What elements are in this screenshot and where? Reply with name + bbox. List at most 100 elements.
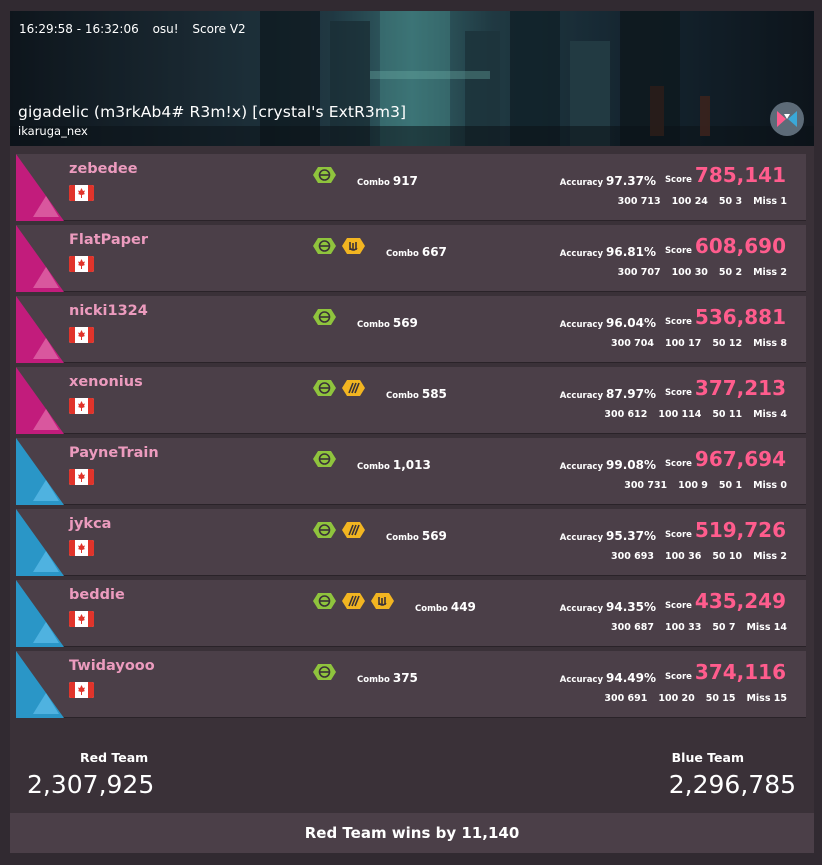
player-name: PayneTrain [69, 445, 159, 461]
score-label: Score [664, 317, 692, 327]
red-team-score: 2,307,925 [27, 770, 155, 799]
team-totals: Red Team 2,307,925 Blue Team 2,296,785 [10, 746, 814, 806]
hit-100: 100 30 [671, 267, 708, 278]
hit-300: 300 612 [604, 409, 648, 420]
canada-flag-icon [69, 682, 94, 698]
hit-50: 50 3 [718, 196, 743, 207]
hit-miss: Miss 1 [753, 196, 787, 207]
hidden-icon [312, 237, 337, 255]
accuracy-number: 96.81% [606, 245, 656, 259]
hit-counts: 300 693 100 36 50 10 Miss 2 [611, 551, 787, 562]
beatmap-mapper: ikaruga_nex [18, 124, 88, 138]
score-label: Score [664, 530, 692, 540]
player-name: xenonius [69, 374, 143, 390]
accuracy-value: Accuracy 87.97% [560, 387, 656, 401]
hit-100: 100 9 [678, 480, 708, 491]
combo-value: Combo 1,013 [357, 458, 431, 472]
hit-miss: Miss 8 [753, 338, 787, 349]
hit-miss: Miss 0 [753, 480, 787, 491]
score-number: 608,690 [694, 234, 786, 258]
hit-50: 50 1 [718, 480, 743, 491]
team-color-marker [16, 296, 64, 363]
mod-list [312, 450, 337, 468]
score-value: Score 435,249 [665, 589, 786, 613]
hardrock-icon [370, 592, 395, 610]
accuracy-label: Accuracy [559, 462, 604, 472]
score-number: 435,249 [694, 589, 786, 613]
hit-300: 300 707 [617, 267, 661, 278]
accuracy-number: 87.97% [606, 387, 656, 401]
canada-flag-icon [69, 185, 94, 201]
doubletime-icon [341, 521, 366, 539]
hit-miss: Miss 2 [753, 551, 787, 562]
hit-100: 100 24 [671, 196, 708, 207]
hit-100: 100 36 [664, 551, 702, 562]
accuracy-number: 94.35% [606, 600, 656, 614]
score-number: 967,694 [694, 447, 786, 471]
canada-flag-icon [69, 469, 94, 485]
accuracy-label: Accuracy [559, 320, 604, 330]
player-name: nicki1324 [69, 303, 148, 319]
hit-50: 50 12 [712, 338, 743, 349]
blue-team-score: 2,296,785 [668, 770, 796, 799]
team-color-marker [16, 225, 64, 292]
hit-300: 300 731 [624, 480, 668, 491]
hit-counts: 300 713 100 24 50 3 Miss 1 [618, 196, 787, 207]
player-row: Twidayooo Combo 375 Accuracy 94.49% Score 374,… [16, 651, 806, 718]
combo-number: 917 [392, 174, 418, 188]
score-value: Score 519,726 [665, 518, 786, 542]
player-name: beddie [69, 587, 125, 603]
match-meta: 16:29:58 - 16:32:06 osu! Score V2 [19, 22, 256, 36]
player-row: nicki1324 Combo 569 Accuracy 96.04% Score 536,… [16, 296, 806, 363]
combo-number: 569 [392, 316, 418, 330]
canada-flag-icon [69, 398, 94, 414]
accuracy-number: 96.04% [606, 316, 656, 330]
team-color-marker [16, 580, 64, 647]
combo-value: Combo 917 [357, 174, 418, 188]
combo-value: Combo 375 [357, 671, 418, 685]
accuracy-value: Accuracy 94.35% [560, 600, 656, 614]
team-color-marker [16, 651, 64, 718]
hit-300: 300 713 [617, 196, 661, 207]
hit-50: 50 2 [718, 267, 743, 278]
accuracy-value: Accuracy 97.37% [560, 174, 656, 188]
player-name: jykca [69, 516, 112, 532]
hidden-icon [312, 521, 337, 539]
accuracy-value: Accuracy 94.49% [560, 671, 656, 685]
match-result: Red Team wins by 11,140 [10, 813, 814, 853]
hidden-icon [312, 308, 337, 326]
accuracy-value: Accuracy 99.08% [560, 458, 656, 472]
canada-flag-icon [69, 611, 94, 627]
hidden-icon [312, 166, 337, 184]
doubletime-icon [341, 592, 366, 610]
combo-value: Combo 585 [386, 387, 447, 401]
player-name: FlatPaper [69, 232, 148, 248]
combo-label: Combo [415, 604, 448, 614]
hit-miss: Miss 14 [746, 622, 787, 633]
hit-100: 100 17 [664, 338, 702, 349]
score-label: Score [664, 388, 692, 398]
team-color-marker [16, 438, 64, 505]
score-value: Score 374,116 [665, 660, 786, 684]
hit-counts: 300 691 100 20 50 15 Miss 15 [604, 693, 787, 704]
combo-label: Combo [357, 178, 390, 188]
player-row: beddie Combo 449 Accuracy 94.35% Score 435,249… [16, 580, 806, 647]
score-label: Score [664, 175, 692, 185]
hit-100: 100 20 [658, 693, 695, 704]
combo-value: Combo 569 [357, 316, 418, 330]
score-number: 374,116 [694, 660, 786, 684]
hit-300: 300 693 [610, 551, 654, 562]
score-label: Score [664, 459, 692, 469]
hit-counts: 300 707 100 30 50 2 Miss 2 [618, 267, 787, 278]
accuracy-label: Accuracy [559, 391, 604, 401]
player-row: PayneTrain Combo 1,013 Accuracy 99.08% Score 9… [16, 438, 806, 505]
hardrock-icon [341, 237, 366, 255]
hit-100: 100 33 [664, 622, 702, 633]
canada-flag-icon [69, 256, 94, 272]
score-value: Score 536,881 [665, 305, 786, 329]
bracket-logo-icon [770, 102, 804, 136]
hit-miss: Miss 2 [753, 267, 787, 278]
player-row: xenonius Combo 585 Accuracy 87.97% Score 377,2… [16, 367, 806, 434]
combo-number: 569 [421, 529, 447, 543]
score-label: Score [664, 672, 692, 682]
